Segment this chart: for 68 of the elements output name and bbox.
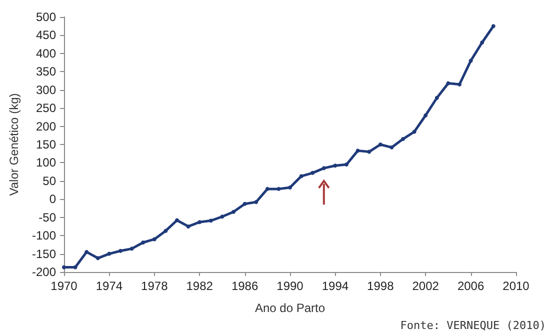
point — [232, 210, 236, 214]
point — [96, 256, 100, 260]
point — [175, 218, 179, 222]
y-tick-label: 50 — [42, 174, 56, 188]
y-tick-label: 100 — [36, 156, 56, 170]
x-axis-title: Ano do Parto — [254, 301, 326, 315]
x-tick-label: 1986 — [231, 279, 258, 293]
x-tick-label: 1990 — [276, 279, 304, 293]
y-tick-label: -50 — [38, 210, 56, 224]
point — [118, 248, 122, 253]
y-tick-label: 0 — [49, 192, 56, 206]
y-tick-label: 250 — [36, 101, 56, 116]
x-tick-label: 1978 — [141, 279, 168, 293]
y-tick-label: -200 — [32, 265, 56, 279]
x-tick-label: 1994 — [322, 279, 349, 293]
point — [468, 58, 473, 63]
x-tick-label: 1970 — [50, 279, 78, 293]
point — [164, 228, 168, 233]
point — [412, 130, 416, 134]
point — [84, 250, 89, 254]
x-tick-label: 1982 — [186, 279, 214, 293]
y-tick-label: -100 — [32, 228, 56, 243]
x-tick-label: 2002 — [412, 279, 440, 293]
y-tick-label: 400 — [36, 46, 56, 60]
y-tick-label: 450 — [36, 28, 56, 42]
point — [107, 252, 112, 256]
y-tick-label: 350 — [36, 64, 56, 79]
y-axis-title: Valor Genético (kg) — [7, 93, 21, 196]
point — [310, 170, 315, 175]
point — [480, 40, 484, 44]
point — [367, 150, 372, 154]
y-tick-label: 500 — [36, 10, 56, 24]
point — [198, 220, 202, 224]
source-note: Fonte: VERNEQUE (2010) — [400, 319, 546, 332]
point — [401, 137, 405, 142]
point — [299, 174, 304, 178]
point — [254, 200, 258, 204]
point — [141, 240, 146, 244]
point — [434, 96, 439, 100]
point — [356, 148, 360, 153]
point — [152, 237, 156, 242]
point — [322, 166, 326, 170]
y-tick-label: 200 — [36, 119, 56, 134]
point — [378, 142, 382, 146]
point — [73, 265, 78, 270]
point — [130, 246, 134, 251]
point — [458, 82, 462, 86]
point — [424, 113, 428, 118]
point — [265, 186, 270, 191]
point — [276, 186, 281, 191]
point — [288, 185, 292, 190]
point — [390, 145, 394, 150]
x-tick-label: 1998 — [367, 279, 394, 293]
point — [491, 24, 496, 28]
point — [220, 214, 224, 219]
point — [208, 218, 213, 223]
point — [242, 202, 247, 206]
x-tick-label: 2010 — [502, 279, 530, 293]
y-tick-label: -150 — [32, 246, 56, 261]
y-tick-label: 150 — [36, 138, 56, 152]
point — [62, 265, 66, 270]
x-tick-label: 1974 — [96, 279, 123, 293]
x-tick-label: 2006 — [457, 279, 484, 293]
point — [333, 164, 338, 168]
point — [446, 81, 450, 86]
point — [186, 224, 190, 228]
y-tick-label: 300 — [36, 82, 56, 97]
point — [344, 162, 348, 167]
